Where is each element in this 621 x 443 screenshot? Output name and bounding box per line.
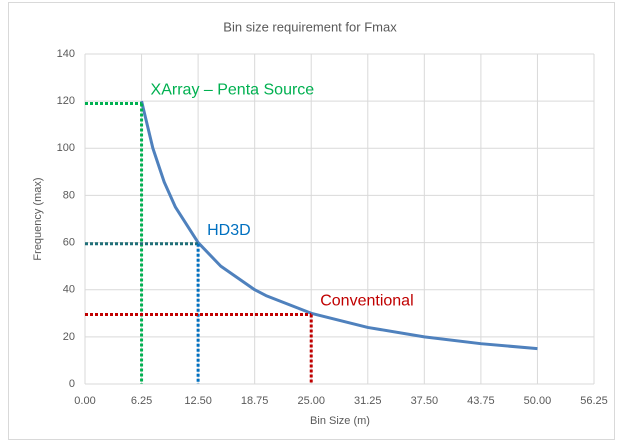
chart-title: Bin size requirement for Fmax <box>223 19 397 34</box>
y-tick-label: 40 <box>63 284 75 296</box>
y-tick-label: 100 <box>57 142 75 154</box>
y-tick-label: 20 <box>63 331 75 343</box>
y-tick-label: 120 <box>57 95 75 107</box>
y-tick-label: 60 <box>63 236 75 248</box>
x-axis-title: Bin Size (m) <box>310 415 370 427</box>
x-tick-label: 43.75 <box>467 395 495 407</box>
y-tick-label: 0 <box>69 378 75 390</box>
x-tick-label: 12.50 <box>184 395 212 407</box>
x-tick-label: 18.75 <box>241 395 269 407</box>
x-tick-label: 6.25 <box>131 395 152 407</box>
x-tick-label: 0.00 <box>74 395 95 407</box>
annotation: XArray – Penta Source <box>151 82 315 99</box>
x-tick-label: 25.00 <box>297 395 325 407</box>
x-tick-label: 31.25 <box>354 395 382 407</box>
annotation: HD3D <box>207 222 251 239</box>
y-axis-title: Frequency (max) <box>32 177 44 260</box>
x-tick-label: 50.00 <box>524 395 552 407</box>
y-tick-label: 140 <box>57 48 75 60</box>
line <box>140 100 538 351</box>
x-tick-label: 56.25 <box>580 395 608 407</box>
x-tick-label: 37.50 <box>411 395 439 407</box>
y-tick-label: 80 <box>63 189 75 201</box>
annotation: Conventional <box>320 293 413 310</box>
